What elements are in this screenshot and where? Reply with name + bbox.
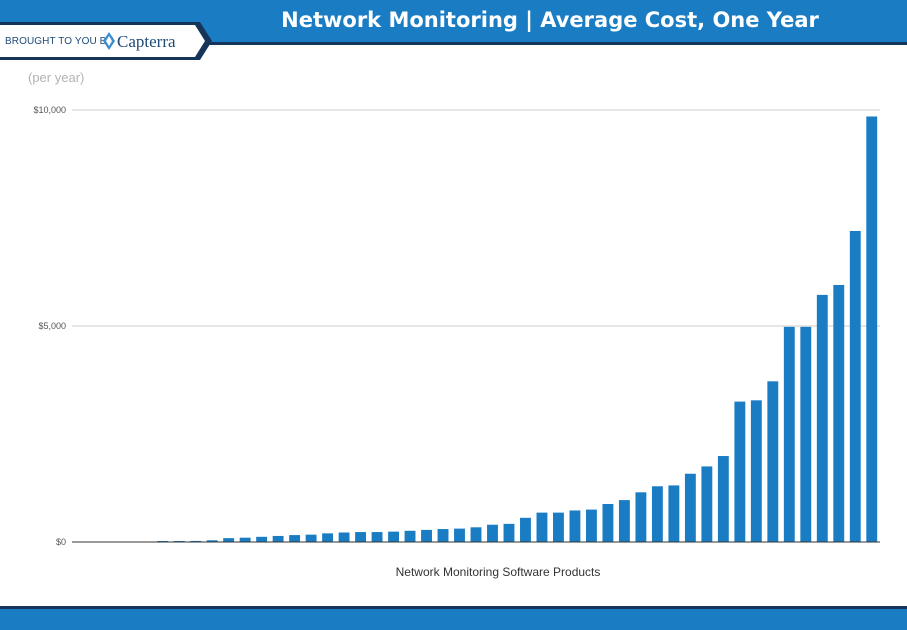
bar xyxy=(322,533,334,542)
sponsor-name: Capterra xyxy=(117,32,176,51)
bar xyxy=(585,509,597,542)
bar xyxy=(734,401,746,542)
x-axis-label: Network Monitoring Software Products xyxy=(396,565,601,579)
bar xyxy=(289,535,301,542)
sponsor-prefix: BROUGHT TO YOU BY xyxy=(5,36,114,47)
bar xyxy=(355,532,367,542)
bar xyxy=(503,523,515,542)
y-tick-label: $10,000 xyxy=(33,105,66,115)
bar xyxy=(701,466,713,542)
bar xyxy=(388,531,399,542)
bar xyxy=(569,510,581,542)
bar xyxy=(470,527,482,542)
footer-bar xyxy=(0,606,907,630)
bar xyxy=(866,116,878,542)
bar xyxy=(553,512,564,542)
bar xyxy=(651,486,663,542)
bar xyxy=(717,456,729,542)
chart-title: Network Monitoring | Average Cost, One Y… xyxy=(281,8,819,32)
bar xyxy=(767,381,779,542)
bar xyxy=(833,284,845,542)
bar xyxy=(223,538,235,542)
bar xyxy=(206,540,218,542)
bar xyxy=(783,326,795,542)
bar xyxy=(190,540,202,542)
bar xyxy=(536,512,548,542)
bar xyxy=(437,529,449,542)
bar xyxy=(602,503,614,542)
bar xyxy=(668,485,680,542)
bar xyxy=(454,528,465,542)
bar xyxy=(684,473,696,542)
bar xyxy=(338,532,350,542)
bar xyxy=(305,534,317,542)
bar xyxy=(816,294,828,542)
bar xyxy=(635,492,647,542)
bar xyxy=(849,230,861,542)
bar-chart: $0 $5,000 $10,000 Network Monitoring Softwa… xyxy=(33,105,880,579)
bar xyxy=(421,529,432,542)
bar xyxy=(239,537,251,542)
capterra-logo-icon xyxy=(103,32,115,50)
bar xyxy=(487,524,498,542)
bar xyxy=(750,400,762,542)
y-tick-label: $5,000 xyxy=(38,321,66,331)
bar xyxy=(404,530,416,542)
y-tick-label: $0 xyxy=(56,537,66,547)
bar xyxy=(520,517,531,542)
bar xyxy=(800,326,812,542)
bar xyxy=(371,532,383,542)
bar xyxy=(256,536,268,542)
chart-subtitle: (per year) xyxy=(28,70,85,85)
bar xyxy=(618,500,630,542)
bar xyxy=(272,535,284,542)
